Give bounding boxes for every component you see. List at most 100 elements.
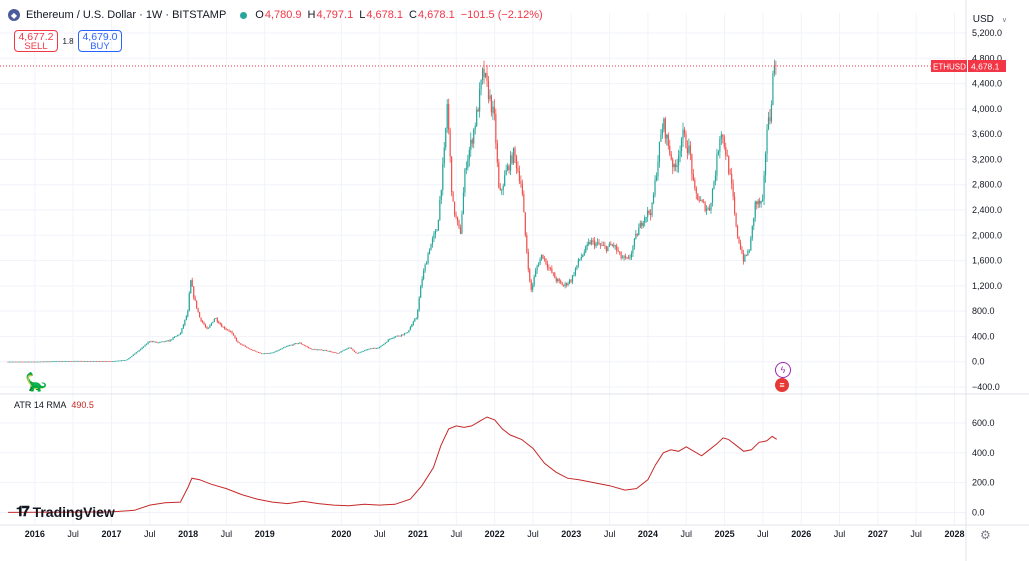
candle-body: [428, 250, 431, 254]
candle-body: [467, 159, 469, 168]
candle-body: [321, 349, 323, 351]
candle-body: [592, 240, 594, 242]
candle-body: [720, 134, 722, 140]
buy-button[interactable]: 4,679.0 BUY: [78, 30, 122, 52]
candle-body: [306, 346, 308, 348]
candle-body: [588, 242, 590, 245]
us-flag-icon[interactable]: ≡: [775, 378, 789, 392]
sell-button[interactable]: 4,677.2 SELL: [14, 30, 58, 52]
candle-body: [303, 344, 305, 346]
candle-body: [629, 257, 631, 259]
candle-body: [400, 334, 403, 336]
lightning-icon[interactable]: ϟ: [775, 362, 791, 378]
candle-body: [225, 328, 227, 330]
candle-body: [722, 134, 724, 137]
candle-body: [502, 185, 504, 190]
tradingview-logo[interactable]: 𝟏𝟕 TradingView: [16, 503, 115, 520]
candle-body: [663, 118, 665, 130]
gear-icon[interactable]: ⚙: [980, 528, 991, 542]
time-tick-label: Jul: [757, 529, 769, 539]
candle-body: [633, 238, 635, 247]
candle-body: [495, 114, 497, 144]
atr-legend[interactable]: ATR 14 RMA 490.5: [14, 400, 94, 410]
candle-body: [368, 348, 370, 350]
candle-body: [275, 350, 277, 352]
time-tick-label: 2020: [331, 529, 351, 539]
change-value: −101.5 (−2.12%): [460, 9, 543, 21]
dinosaur-icon[interactable]: 🦕: [25, 372, 48, 392]
candle-body: [707, 207, 709, 209]
price-tag-bg: [968, 59, 1006, 72]
candle-body: [26, 361, 28, 363]
candle-body: [604, 245, 606, 247]
candle-body: [86, 361, 89, 362]
candle-body: [44, 361, 46, 363]
candle-body: [84, 360, 86, 362]
high-label: H: [307, 9, 316, 21]
time-tick-label: Jul: [910, 529, 922, 539]
candle-body: [221, 324, 223, 327]
candle-body: [729, 173, 731, 175]
candle-body: [383, 343, 385, 346]
candle-body: [418, 297, 420, 310]
candle-body: [69, 360, 71, 362]
candle-body: [484, 73, 487, 77]
candle-body: [218, 321, 220, 324]
candle-body: [641, 222, 643, 227]
candle-body: [567, 283, 569, 286]
candle-body: [698, 200, 700, 201]
price-tick-label: 400.0: [972, 331, 995, 341]
candle-body: [72, 361, 74, 362]
candle-body: [268, 353, 270, 355]
candle-body: [212, 321, 214, 324]
candle-body: [589, 242, 591, 244]
candle-body: [169, 339, 171, 342]
low-value: 4,678.1: [366, 9, 404, 21]
candle-body: [30, 361, 33, 363]
candle-body: [490, 95, 493, 113]
candle-body: [493, 106, 495, 115]
candle-body: [449, 130, 451, 157]
candle-body: [297, 343, 299, 344]
candle-body: [412, 321, 414, 325]
price-tick-label: 800.0: [972, 306, 995, 316]
candle-body: [652, 194, 655, 204]
candle-body: [11, 361, 14, 363]
candle-body: [543, 258, 546, 260]
candle-body: [664, 118, 666, 139]
candle-body: [452, 192, 454, 202]
candle-body: [443, 147, 445, 164]
time-tick-label: 2017: [101, 529, 121, 539]
candle-body: [61, 361, 64, 362]
symbol-title[interactable]: Ethereum / U.S. Dollar · 1W · BITSTAMP: [26, 9, 227, 21]
candle-body: [79, 360, 81, 362]
symbol-tag-bg: [931, 59, 967, 72]
candle-body: [648, 210, 650, 214]
candle-body: [151, 341, 154, 343]
candle-body: [576, 265, 578, 269]
candle-body: [568, 280, 571, 284]
candle-body: [574, 268, 577, 275]
candle-body: [274, 351, 276, 353]
time-tick-label: 2027: [868, 529, 888, 539]
candle-body: [390, 338, 392, 340]
candle-body: [293, 343, 295, 346]
candle-body: [32, 361, 34, 363]
candle-body: [586, 244, 588, 247]
candle-body: [766, 129, 768, 154]
candle-body: [140, 348, 142, 351]
currency-selector[interactable]: USD ∨: [973, 14, 1007, 25]
candle-body: [694, 180, 696, 188]
candle-body: [51, 361, 53, 363]
candle-body: [266, 353, 268, 354]
candle-body: [190, 280, 192, 294]
candle-body: [748, 250, 750, 252]
candle-body: [770, 104, 773, 122]
candle-body: [322, 350, 325, 352]
candle-body: [249, 348, 251, 350]
candle-body: [222, 326, 224, 328]
candle-body: [614, 245, 616, 247]
candle-body: [10, 361, 12, 363]
candle-body: [593, 240, 596, 247]
